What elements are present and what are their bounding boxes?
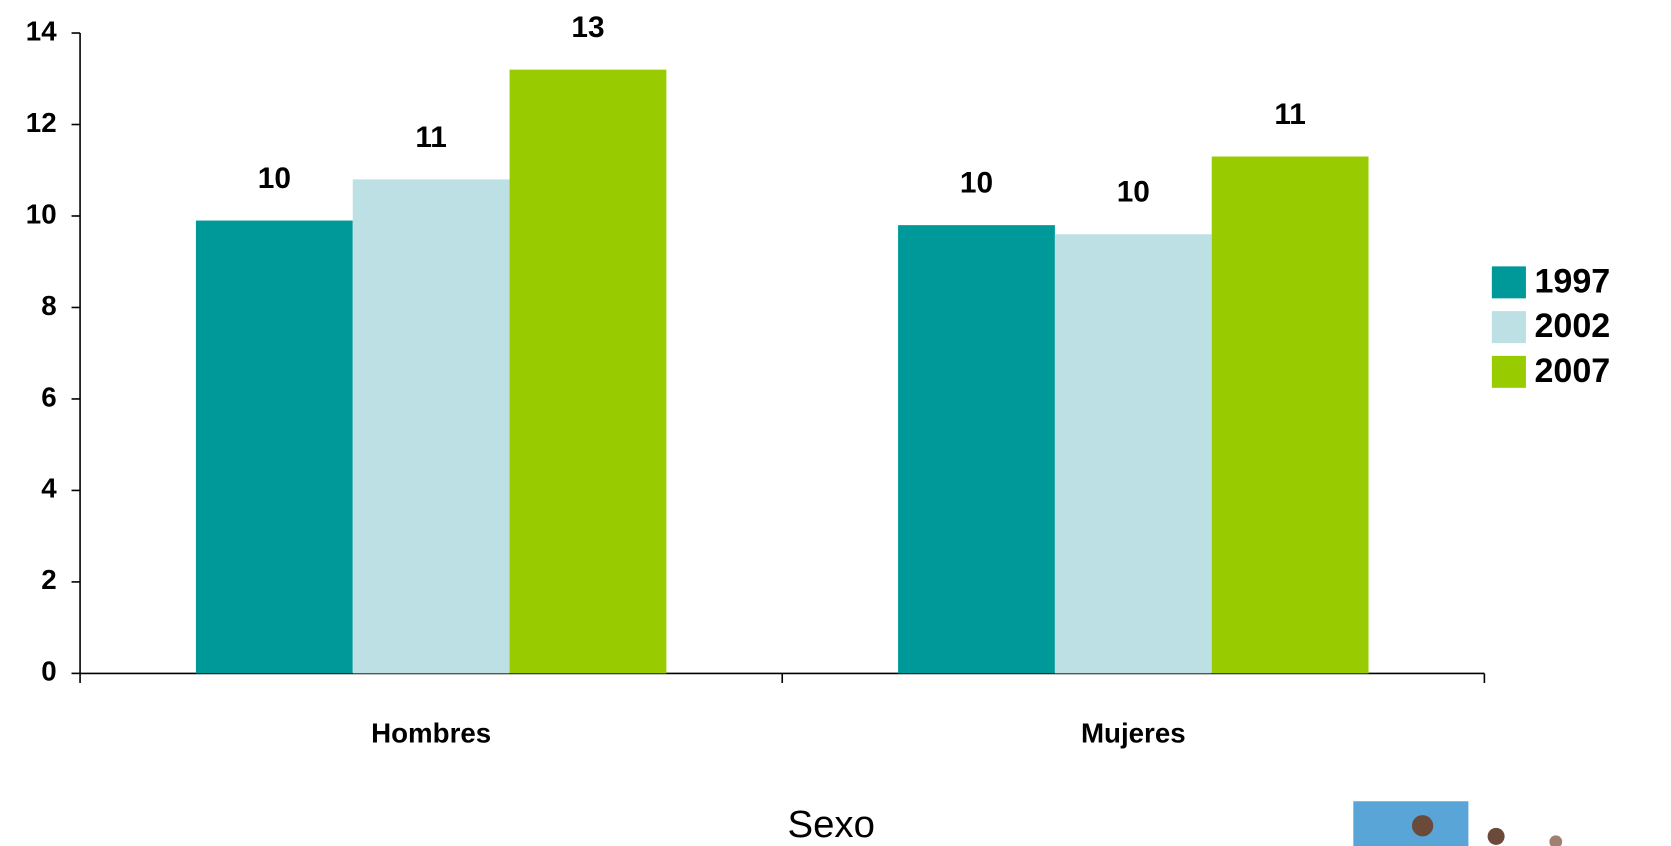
bar: [352, 179, 510, 674]
x-axis-title: Sexo: [788, 803, 875, 846]
bar: [509, 69, 667, 674]
value-label: 11: [1274, 98, 1306, 131]
value-label: 11: [415, 121, 447, 154]
bar: [1054, 234, 1212, 674]
decorative-photo: [1487, 827, 1505, 845]
y-tick-label: 8: [41, 290, 56, 321]
y-tick-label: 2: [41, 564, 56, 595]
y-tick-label: 10: [26, 198, 57, 229]
y-tick-label: 4: [41, 473, 57, 504]
value-label: 10: [960, 167, 993, 200]
y-tick-label: 0: [41, 656, 56, 687]
x-tick-label: Hombres: [371, 718, 491, 749]
y-tick-label: 6: [41, 381, 56, 412]
value-label: 10: [1117, 176, 1150, 209]
decorative-photo: [1411, 815, 1434, 837]
legend-label: 2002: [1534, 307, 1610, 345]
legend-swatch: [1491, 355, 1526, 388]
value-label: 10: [258, 162, 291, 195]
legend-swatch: [1491, 311, 1526, 344]
decorative-photo: [1549, 835, 1563, 846]
y-tick-label: 12: [26, 107, 57, 138]
bar: [898, 225, 1055, 674]
decorative-photo: [1353, 801, 1469, 846]
legend-label: 1997: [1534, 262, 1610, 300]
legend-label: 2007: [1534, 352, 1610, 390]
value-label: 13: [571, 11, 604, 44]
x-tick-label: Mujeres: [1081, 718, 1186, 749]
legend-swatch: [1491, 266, 1526, 299]
bar: [1211, 156, 1369, 674]
bar: [195, 220, 353, 674]
y-tick-label: 14: [26, 15, 57, 46]
